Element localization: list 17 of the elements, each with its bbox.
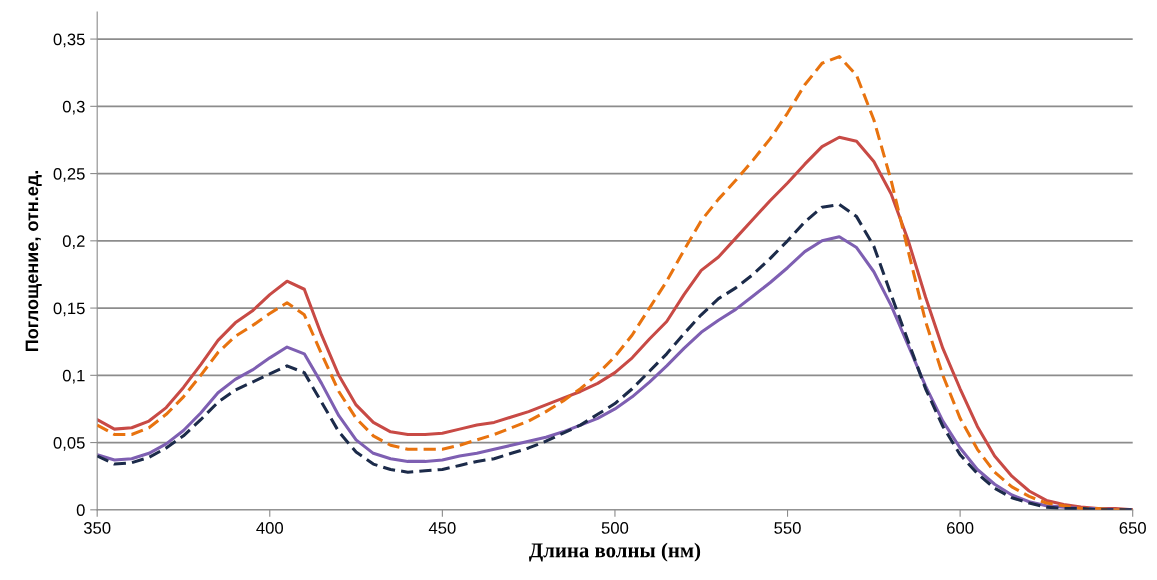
x-axis-title: Длина волны (нм) (529, 542, 701, 562)
y-axis-title: Поглощение, отн.ед. (25, 170, 42, 352)
x-tick-label: 350 (83, 522, 111, 534)
y-tick-label: 0,1 (62, 369, 85, 384)
y-tick-label: 0,2 (62, 235, 85, 249)
x-tick-label: 550 (774, 522, 801, 534)
y-tick-label: 0,35 (53, 33, 85, 48)
x-tick-label: 450 (428, 522, 456, 534)
x-tick-label: 650 (1119, 522, 1146, 534)
y-tick-label: 0,15 (53, 302, 85, 317)
y-tick-label: 0,05 (53, 436, 85, 451)
x-tick-label: 400 (256, 522, 284, 534)
y-tick-label: 0,3 (62, 100, 85, 115)
x-tick-label: 600 (947, 522, 974, 534)
y-tick-label: 0 (76, 504, 85, 517)
x-tick-label: 500 (601, 522, 629, 534)
y-tick-label: 0,25 (53, 167, 85, 182)
